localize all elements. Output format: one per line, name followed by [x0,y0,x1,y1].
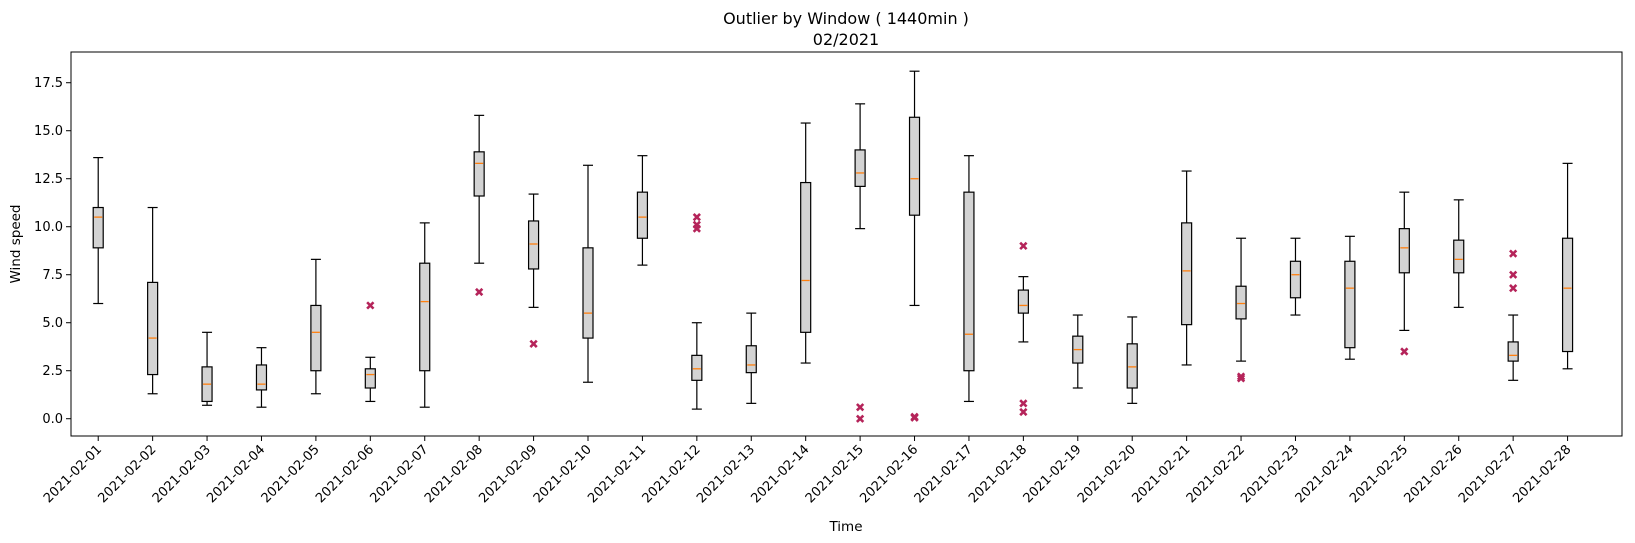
outlier-marker [910,413,919,422]
box-2021-02-06 [364,301,376,403]
outlier-marker [1509,284,1518,293]
box-iqr [1561,237,1574,353]
box-iqr [527,220,540,270]
box-iqr [1507,341,1519,362]
x-axis-ticks: 2021-02-012021-02-022021-02-032021-02-04… [41,436,1574,506]
box-iqr [1126,343,1138,389]
box-2021-02-25 [1398,191,1410,356]
box-iqr [1235,285,1247,320]
outlier-marker [1509,249,1518,258]
box-2021-02-23 [1289,237,1302,316]
box-iqr [419,262,431,372]
box-iqr [800,181,812,333]
box-iqr [1289,260,1302,299]
box-2021-02-08 [473,114,485,297]
chart-title: Outlier by Window ( 1440min ) [723,9,969,28]
box-iqr [310,304,322,372]
box-iqr [92,206,104,249]
box-iqr [745,345,757,374]
box-2021-02-14 [800,122,812,364]
chart-subtitle: 02/2021 [813,30,879,49]
box-2021-02-27 [1507,249,1519,381]
box-iqr [1398,228,1410,274]
outlier-marker [1236,372,1246,381]
y-tick-label: 7.5 [42,268,63,283]
outlier-marker [692,213,701,222]
box-2021-02-12 [691,213,703,410]
box-iqr [854,149,866,187]
outlier-marker [692,224,701,233]
outlier-marker [855,403,865,412]
box-2021-02-07 [419,222,431,408]
box-2021-02-26 [1453,199,1465,308]
box-2021-02-03 [201,331,213,406]
box-series [92,70,1574,423]
box-2021-02-21 [1181,170,1193,366]
y-tick-label: 5.0 [42,316,63,331]
box-2021-02-02 [147,206,159,395]
box-iqr [1017,289,1029,314]
y-axis-ticks: 0.0 2.5 5.0 7.5 10.0 12.5 15.0 17.5 [34,76,71,427]
y-tick-label: 17.5 [34,76,63,91]
x-axis-label: Time [828,519,862,535]
outlier-marker [529,339,538,348]
box-iqr [1453,239,1465,274]
y-axis-label: Wind speed [8,204,24,283]
box-2021-02-15 [854,103,866,423]
box-iqr [364,368,376,389]
outlier-marker [475,287,484,297]
box-2021-02-05 [310,258,322,395]
outlier-marker [1019,241,1028,251]
box-iqr [147,281,159,376]
box-2021-02-22 [1235,237,1247,383]
box-2021-02-18 [1017,241,1029,417]
x-tick-label: 2021-02-28 [1510,442,1574,506]
box-iqr [963,191,975,372]
y-tick-label: 2.5 [42,364,63,379]
box-2021-02-09 [527,193,540,348]
y-tick-label: 0.0 [42,412,63,427]
box-2021-02-17 [963,155,975,403]
box-2021-02-11 [636,155,649,266]
outlier-marker [1019,399,1028,408]
outlier-marker [366,301,375,310]
y-tick-label: 12.5 [34,172,63,187]
outlier-marker [1019,407,1028,417]
y-tick-label: 15.0 [34,124,63,139]
box-2021-02-04 [255,347,268,408]
box-2021-02-16 [908,70,921,422]
box-2021-02-28 [1561,162,1574,370]
outlier-marker [1509,270,1518,279]
box-2021-02-19 [1072,314,1084,389]
outlier-marker [1236,374,1246,383]
box-2021-02-10 [582,164,594,383]
box-iqr [1181,222,1193,326]
box-iqr [255,364,268,391]
outlier-marker [855,414,865,423]
box-iqr [691,354,703,381]
box-iqr [636,191,649,239]
y-tick-label: 10.0 [34,220,63,235]
outlier-marker [1400,347,1409,356]
box-2021-02-13 [745,312,757,404]
box-2021-02-20 [1126,316,1138,404]
box-iqr [582,247,594,339]
box-iqr [1344,260,1356,349]
box-2021-02-01 [92,157,104,305]
plot-area-frame [70,51,1623,437]
box-iqr [473,151,485,197]
box-iqr [908,116,921,216]
box-2021-02-24 [1344,235,1356,360]
